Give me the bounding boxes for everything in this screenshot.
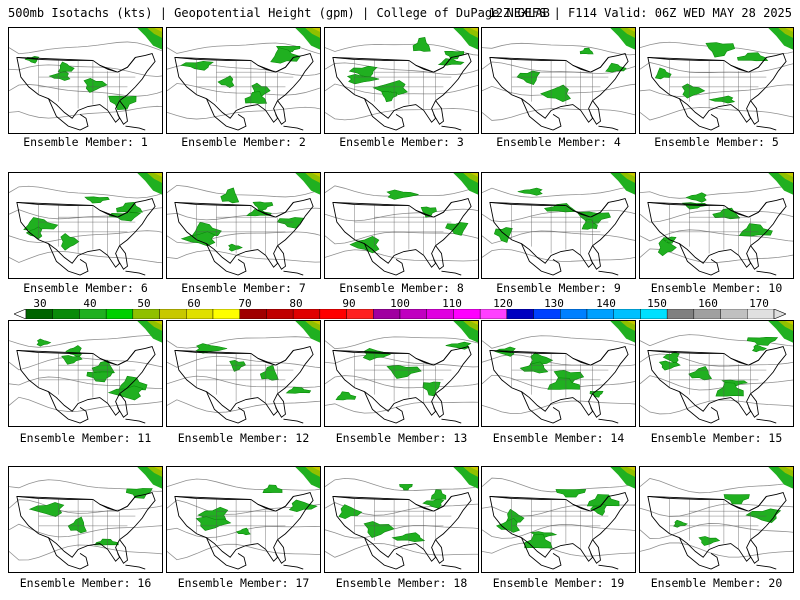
chart-header-left: 500mb Isotachs (kts) | Geopotential Heig…	[8, 6, 550, 20]
ensemble-member-label: Ensemble Member: 6	[23, 281, 148, 295]
ensemble-member-label: Ensemble Member: 14	[492, 431, 625, 445]
scale-swatch	[453, 309, 481, 319]
ensemble-member-map	[481, 27, 636, 134]
ensemble-member-label: Ensemble Member: 3	[339, 135, 464, 149]
ensemble-member-map	[324, 320, 479, 427]
ensemble-member-label: Ensemble Member: 13	[335, 431, 468, 445]
scale-swatch	[613, 309, 641, 319]
isotach-color-scale	[14, 309, 786, 319]
ensemble-member-map	[639, 320, 794, 427]
ensemble-member-label: Ensemble Member: 12	[177, 431, 310, 445]
ensemble-member-label: Ensemble Member: 19	[492, 576, 625, 590]
ensemble-member-label: Ensemble Member: 4	[496, 135, 621, 149]
scale-tick-label: 100	[390, 297, 410, 310]
scale-left-arrow	[14, 309, 27, 319]
ensemble-member-label: Ensemble Member: 2	[181, 135, 306, 149]
scale-swatch	[25, 309, 53, 319]
scale-tick-label: 160	[698, 297, 718, 310]
ensemble-member-map	[166, 466, 321, 573]
ensemble-member-map	[8, 320, 163, 427]
scale-swatch	[747, 309, 775, 319]
isotach-scale-labels: 30 40 50 60 70 80 90 100 110 120 130 140 150 160 170	[0, 297, 800, 311]
ensemble-member-map	[166, 320, 321, 427]
ensemble-member-label: Ensemble Member: 5	[654, 135, 779, 149]
scale-swatch	[506, 309, 534, 319]
scale-swatch	[693, 309, 721, 319]
ensemble-member-label: Ensemble Member: 18	[335, 576, 468, 590]
ensemble-member-label: Ensemble Member: 11	[19, 431, 152, 445]
ensemble-member-map	[324, 172, 479, 279]
scale-tick-label: 140	[596, 297, 616, 310]
scale-swatch	[186, 309, 214, 319]
scale-tick-label: 30	[33, 297, 47, 310]
ensemble-member-label: Ensemble Member: 20	[650, 576, 783, 590]
ensemble-member-map	[166, 27, 321, 134]
ensemble-member-map	[639, 172, 794, 279]
scale-swatch	[319, 309, 347, 319]
scale-swatch	[105, 309, 134, 319]
ensemble-member-label: Ensemble Member: 8	[339, 281, 464, 295]
ensemble-member-map	[481, 172, 636, 279]
scale-swatch	[52, 309, 80, 319]
ensemble-member-map	[8, 172, 163, 279]
scale-tick-label: 120	[493, 297, 513, 310]
ensemble-member-map	[8, 27, 163, 134]
scale-swatch	[586, 309, 614, 319]
chart-header-right: 12Z GEFS | F114 Valid: 06Z WED MAY 28 20…	[488, 6, 792, 20]
ensemble-member-map	[166, 172, 321, 279]
scale-tick-label: 80	[289, 297, 303, 310]
ensemble-member-map	[481, 466, 636, 573]
scale-tick-label: 130	[544, 297, 564, 310]
scale-swatch	[720, 309, 748, 319]
ensemble-member-map	[639, 27, 794, 134]
scale-swatch	[239, 309, 267, 319]
scale-tick-label: 50	[137, 297, 151, 310]
scale-tick-label: 90	[342, 297, 356, 310]
scale-swatch	[479, 309, 508, 319]
scale-swatch	[426, 309, 454, 319]
ensemble-member-label: Ensemble Member: 1	[23, 135, 148, 149]
scale-tick-label: 60	[187, 297, 201, 310]
scale-tick-label: 170	[749, 297, 769, 310]
scale-swatch	[292, 309, 321, 319]
ensemble-member-label: Ensemble Member: 9	[496, 281, 621, 295]
ensemble-member-map	[639, 466, 794, 573]
scale-swatch	[212, 309, 240, 319]
scale-swatch	[159, 309, 187, 319]
ensemble-member-label: Ensemble Member: 7	[181, 281, 306, 295]
scale-tick-label: 40	[83, 297, 97, 310]
scale-swatch	[560, 309, 588, 319]
scale-swatch	[132, 309, 160, 319]
scale-tick-label: 70	[238, 297, 252, 310]
ensemble-member-label: Ensemble Member: 10	[650, 281, 783, 295]
ensemble-member-map	[324, 27, 479, 134]
scale-swatch	[79, 309, 107, 319]
ensemble-member-label: Ensemble Member: 15	[650, 431, 783, 445]
ensemble-member-map	[324, 466, 479, 573]
ensemble-member-map	[8, 466, 163, 573]
scale-tick-label: 150	[647, 297, 667, 310]
scale-right-arrow	[773, 309, 786, 319]
ensemble-member-label: Ensemble Member: 17	[177, 576, 310, 590]
scale-swatch	[533, 309, 561, 319]
scale-swatch	[373, 309, 401, 319]
ensemble-member-label: Ensemble Member: 16	[19, 576, 152, 590]
scale-swatch	[640, 309, 668, 319]
scale-swatch	[266, 309, 294, 319]
scale-swatch	[346, 309, 374, 319]
scale-tick-label: 110	[442, 297, 462, 310]
scale-swatch	[399, 309, 427, 319]
ensemble-member-map	[481, 320, 636, 427]
scale-swatch	[666, 309, 695, 319]
